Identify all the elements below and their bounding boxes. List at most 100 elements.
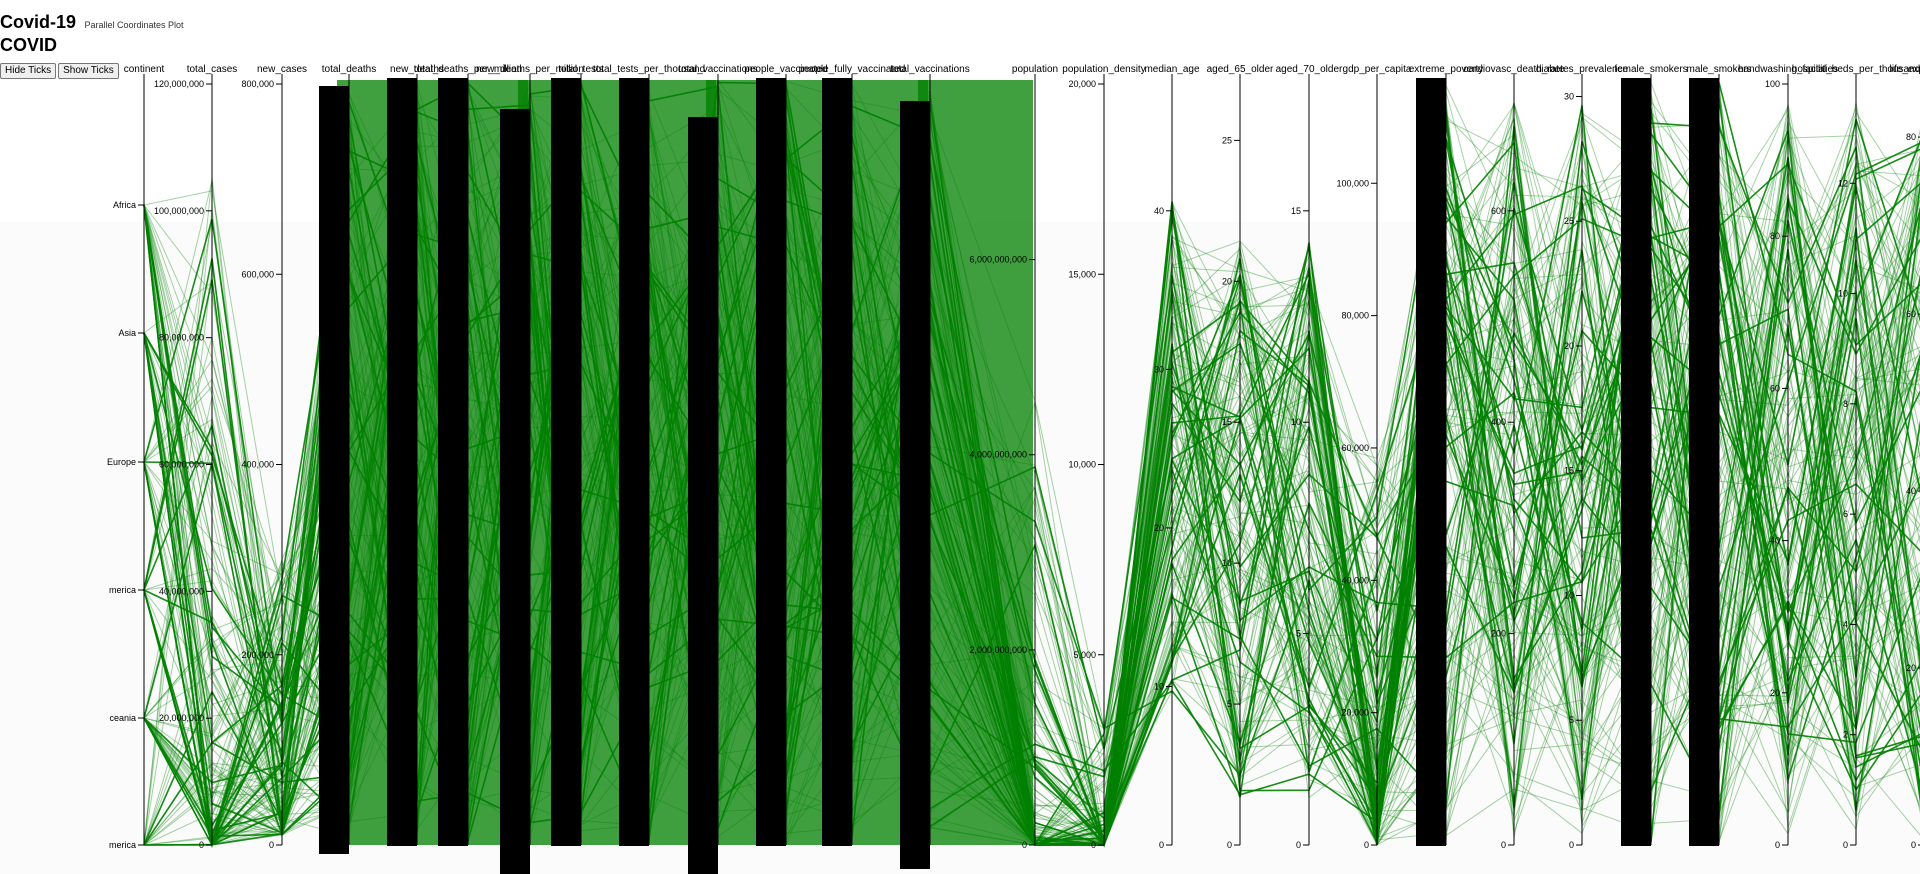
dense-ticks-total_vaccinations	[900, 101, 930, 869]
tick-label-population_density-2: 10,000	[1068, 460, 1096, 470]
tick-label-life_expectancy-0: 0	[1911, 840, 1916, 850]
axis-title-male_smokers[interactable]: male_smokers	[1686, 64, 1751, 75]
dense-ticks-extreme_poverty	[1416, 78, 1446, 846]
tick-label-continent-1: Asia	[118, 328, 136, 338]
tick-label-median_age-2: 20	[1154, 523, 1164, 533]
tick-label-hospital_beds_per_thousand-2: 4	[1843, 619, 1848, 629]
tick-label-cardiovasc_death_rate-3: 600	[1491, 206, 1506, 216]
tick-label-handwashing_facilities-0: 0	[1775, 840, 1780, 850]
axis-title-median_age[interactable]: median_age	[1144, 64, 1199, 75]
axis-title-aged_65_older[interactable]: aged_65_older	[1207, 64, 1274, 75]
axis-title-new_cases[interactable]: new_cases	[257, 64, 307, 75]
axis-title-hospital_beds_per_thousand[interactable]: hospital_beds_per_thousand	[1792, 64, 1920, 75]
tick-label-diabetes_prevalence-0: 0	[1569, 840, 1574, 850]
hide-ticks-button[interactable]: Hide Ticks	[0, 63, 57, 79]
axis-title-new_deaths[interactable]: new_deaths	[390, 64, 444, 75]
dense-ticks-total_vaccinations	[688, 117, 718, 874]
page-subtitle: Parallel Coordinates Plot	[84, 20, 184, 30]
tick-label-life_expectancy-3: 60	[1906, 309, 1916, 319]
axis-title-new_deaths_per_million[interactable]: new_deaths_per_million	[476, 64, 584, 75]
tick-label-handwashing_facilities-5: 100	[1765, 79, 1780, 89]
axis-title-aged_70_older[interactable]: aged_70_older	[1276, 64, 1343, 75]
tick-label-total_cases-1: 20,000,000	[159, 713, 204, 723]
dense-ticks-people_vaccinated	[756, 78, 786, 846]
axis-title-total_deaths_per_million[interactable]: total_deaths_per_million	[414, 64, 522, 75]
axis-title-total_cases[interactable]: total_cases	[187, 64, 238, 75]
tick-label-population_density-4: 20,000	[1068, 79, 1096, 89]
tick-controls: Hide Ticks Show Ticks	[0, 63, 119, 79]
axis-title-population[interactable]: population	[1012, 64, 1058, 75]
tick-label-continent-0: Africa	[113, 200, 136, 210]
tick-label-gdp_per_capita-5: 100,000	[1336, 178, 1369, 188]
axis-title-cardiovasc_death_rate[interactable]: cardiovasc_death_rate	[1463, 64, 1565, 75]
axes: continent Africa Asia Europe merica ceania mer…	[107, 64, 1920, 874]
axis-title-total_deaths[interactable]: total_deaths	[322, 64, 377, 75]
tick-label-new_cases-0: 0	[269, 840, 274, 850]
tick-label-new_cases-3: 600,000	[241, 269, 274, 279]
axis-title-total_vaccinations[interactable]: total_vaccinations	[890, 64, 970, 75]
axis-title-continent[interactable]: continent	[124, 64, 165, 75]
dense-tick-block-total_vaccinations	[688, 117, 718, 874]
tick-label-diabetes_prevalence-4: 20	[1564, 341, 1574, 351]
tick-label-aged_70_older-3: 15	[1291, 206, 1301, 216]
axis-title-total_tests[interactable]: total_tests	[558, 64, 604, 75]
dense-ticks-new_deaths_per_million	[500, 109, 530, 874]
dense-tick-block-new_deaths_per_million	[500, 109, 530, 874]
tick-label-total_cases-0: 0	[199, 840, 204, 850]
tick-label-hospital_beds_per_thousand-4: 8	[1843, 399, 1848, 409]
tick-label-aged_65_older-2: 10	[1222, 558, 1232, 568]
tick-label-population-1: 2,000,000,000	[969, 645, 1027, 655]
tick-label-handwashing_facilities-1: 20	[1770, 688, 1780, 698]
dense-ticks-total_tests_per_thousand	[619, 78, 649, 846]
tick-label-gdp_per_capita-2: 40,000	[1341, 575, 1369, 585]
dense-ticks-new_deaths	[387, 78, 417, 846]
dense-tick-block-people_vaccinated	[756, 78, 786, 846]
axis-title-life_expectancy[interactable]: life_expectancy	[1890, 64, 1920, 75]
dense-tick-block-people_fully_vaccinated	[822, 78, 852, 846]
tick-label-diabetes_prevalence-5: 25	[1564, 216, 1574, 226]
tick-label-hospital_beds_per_thousand-0: 0	[1843, 840, 1848, 850]
tick-label-hospital_beds_per_thousand-6: 12	[1838, 178, 1848, 188]
tick-label-cardiovasc_death_rate-2: 400	[1491, 417, 1506, 427]
tick-label-continent-3: merica	[109, 585, 136, 595]
tick-label-life_expectancy-4: 80	[1906, 132, 1916, 142]
tick-label-population_density-0: 0	[1091, 840, 1096, 850]
tick-label-new_cases-2: 400,000	[241, 460, 274, 470]
tick-label-population_density-1: 5,000	[1073, 650, 1096, 660]
tick-label-handwashing_facilities-3: 60	[1770, 383, 1780, 393]
dense-ticks-female_smokers	[1621, 78, 1651, 846]
axis-title-total_tests_per_thousand[interactable]: total_tests_per_thousand	[593, 64, 705, 75]
tick-label-gdp_per_capita-0: 0	[1364, 840, 1369, 850]
dense-tick-block-total_tests	[551, 78, 581, 846]
axis-title-gdp_per_capita[interactable]: gdp_per_capita	[1343, 64, 1412, 75]
tick-label-aged_65_older-0: 0	[1227, 840, 1232, 850]
axis-title-handwashing_facilities[interactable]: handwashing_facilities	[1738, 64, 1838, 75]
tick-label-population-0: 0	[1022, 840, 1027, 850]
tick-label-total_cases-3: 60,000,000	[159, 460, 204, 470]
tick-label-hospital_beds_per_thousand-3: 6	[1843, 509, 1848, 519]
tick-label-continent-4: ceania	[109, 713, 136, 723]
dense-ticks-total_deaths	[319, 86, 349, 854]
axis-title-extreme_poverty[interactable]: extreme_poverty	[1409, 64, 1483, 75]
axis-title-population_density[interactable]: population_density	[1062, 64, 1145, 75]
tick-label-aged_65_older-3: 15	[1222, 417, 1232, 427]
dense-tick-block-new_deaths	[387, 78, 417, 846]
tick-label-aged_65_older-4: 20	[1222, 276, 1232, 286]
tick-label-gdp_per_capita-3: 60,000	[1341, 443, 1369, 453]
axis-title-diabetes_prevalence[interactable]: diabetes_prevalence	[1536, 64, 1629, 75]
saturated-lines-total_vaccinations	[918, 80, 1033, 845]
axis-title-people_fully_vaccinated[interactable]: people_fully_vaccinated	[799, 64, 906, 75]
tick-label-hospital_beds_per_thousand-5: 10	[1838, 289, 1848, 299]
section-title: COVID	[0, 35, 58, 55]
tick-label-continent-2: Europe	[107, 457, 136, 467]
tick-label-aged_70_older-1: 5	[1296, 629, 1301, 639]
show-ticks-button[interactable]: Show Ticks	[58, 63, 119, 79]
tick-label-new_cases-4: 800,000	[241, 79, 274, 89]
axis-title-female_smokers[interactable]: female_smokers	[1614, 64, 1687, 75]
tick-label-total_cases-5: 100,000,000	[154, 206, 204, 216]
tick-label-total_cases-2: 40,000,000	[159, 586, 204, 596]
axis-title-total_vaccinations[interactable]: total_vaccinations	[678, 64, 758, 75]
axis-title-people_vaccinated[interactable]: people_vaccinated	[744, 64, 827, 75]
dense-ticks-total_tests	[551, 78, 581, 846]
